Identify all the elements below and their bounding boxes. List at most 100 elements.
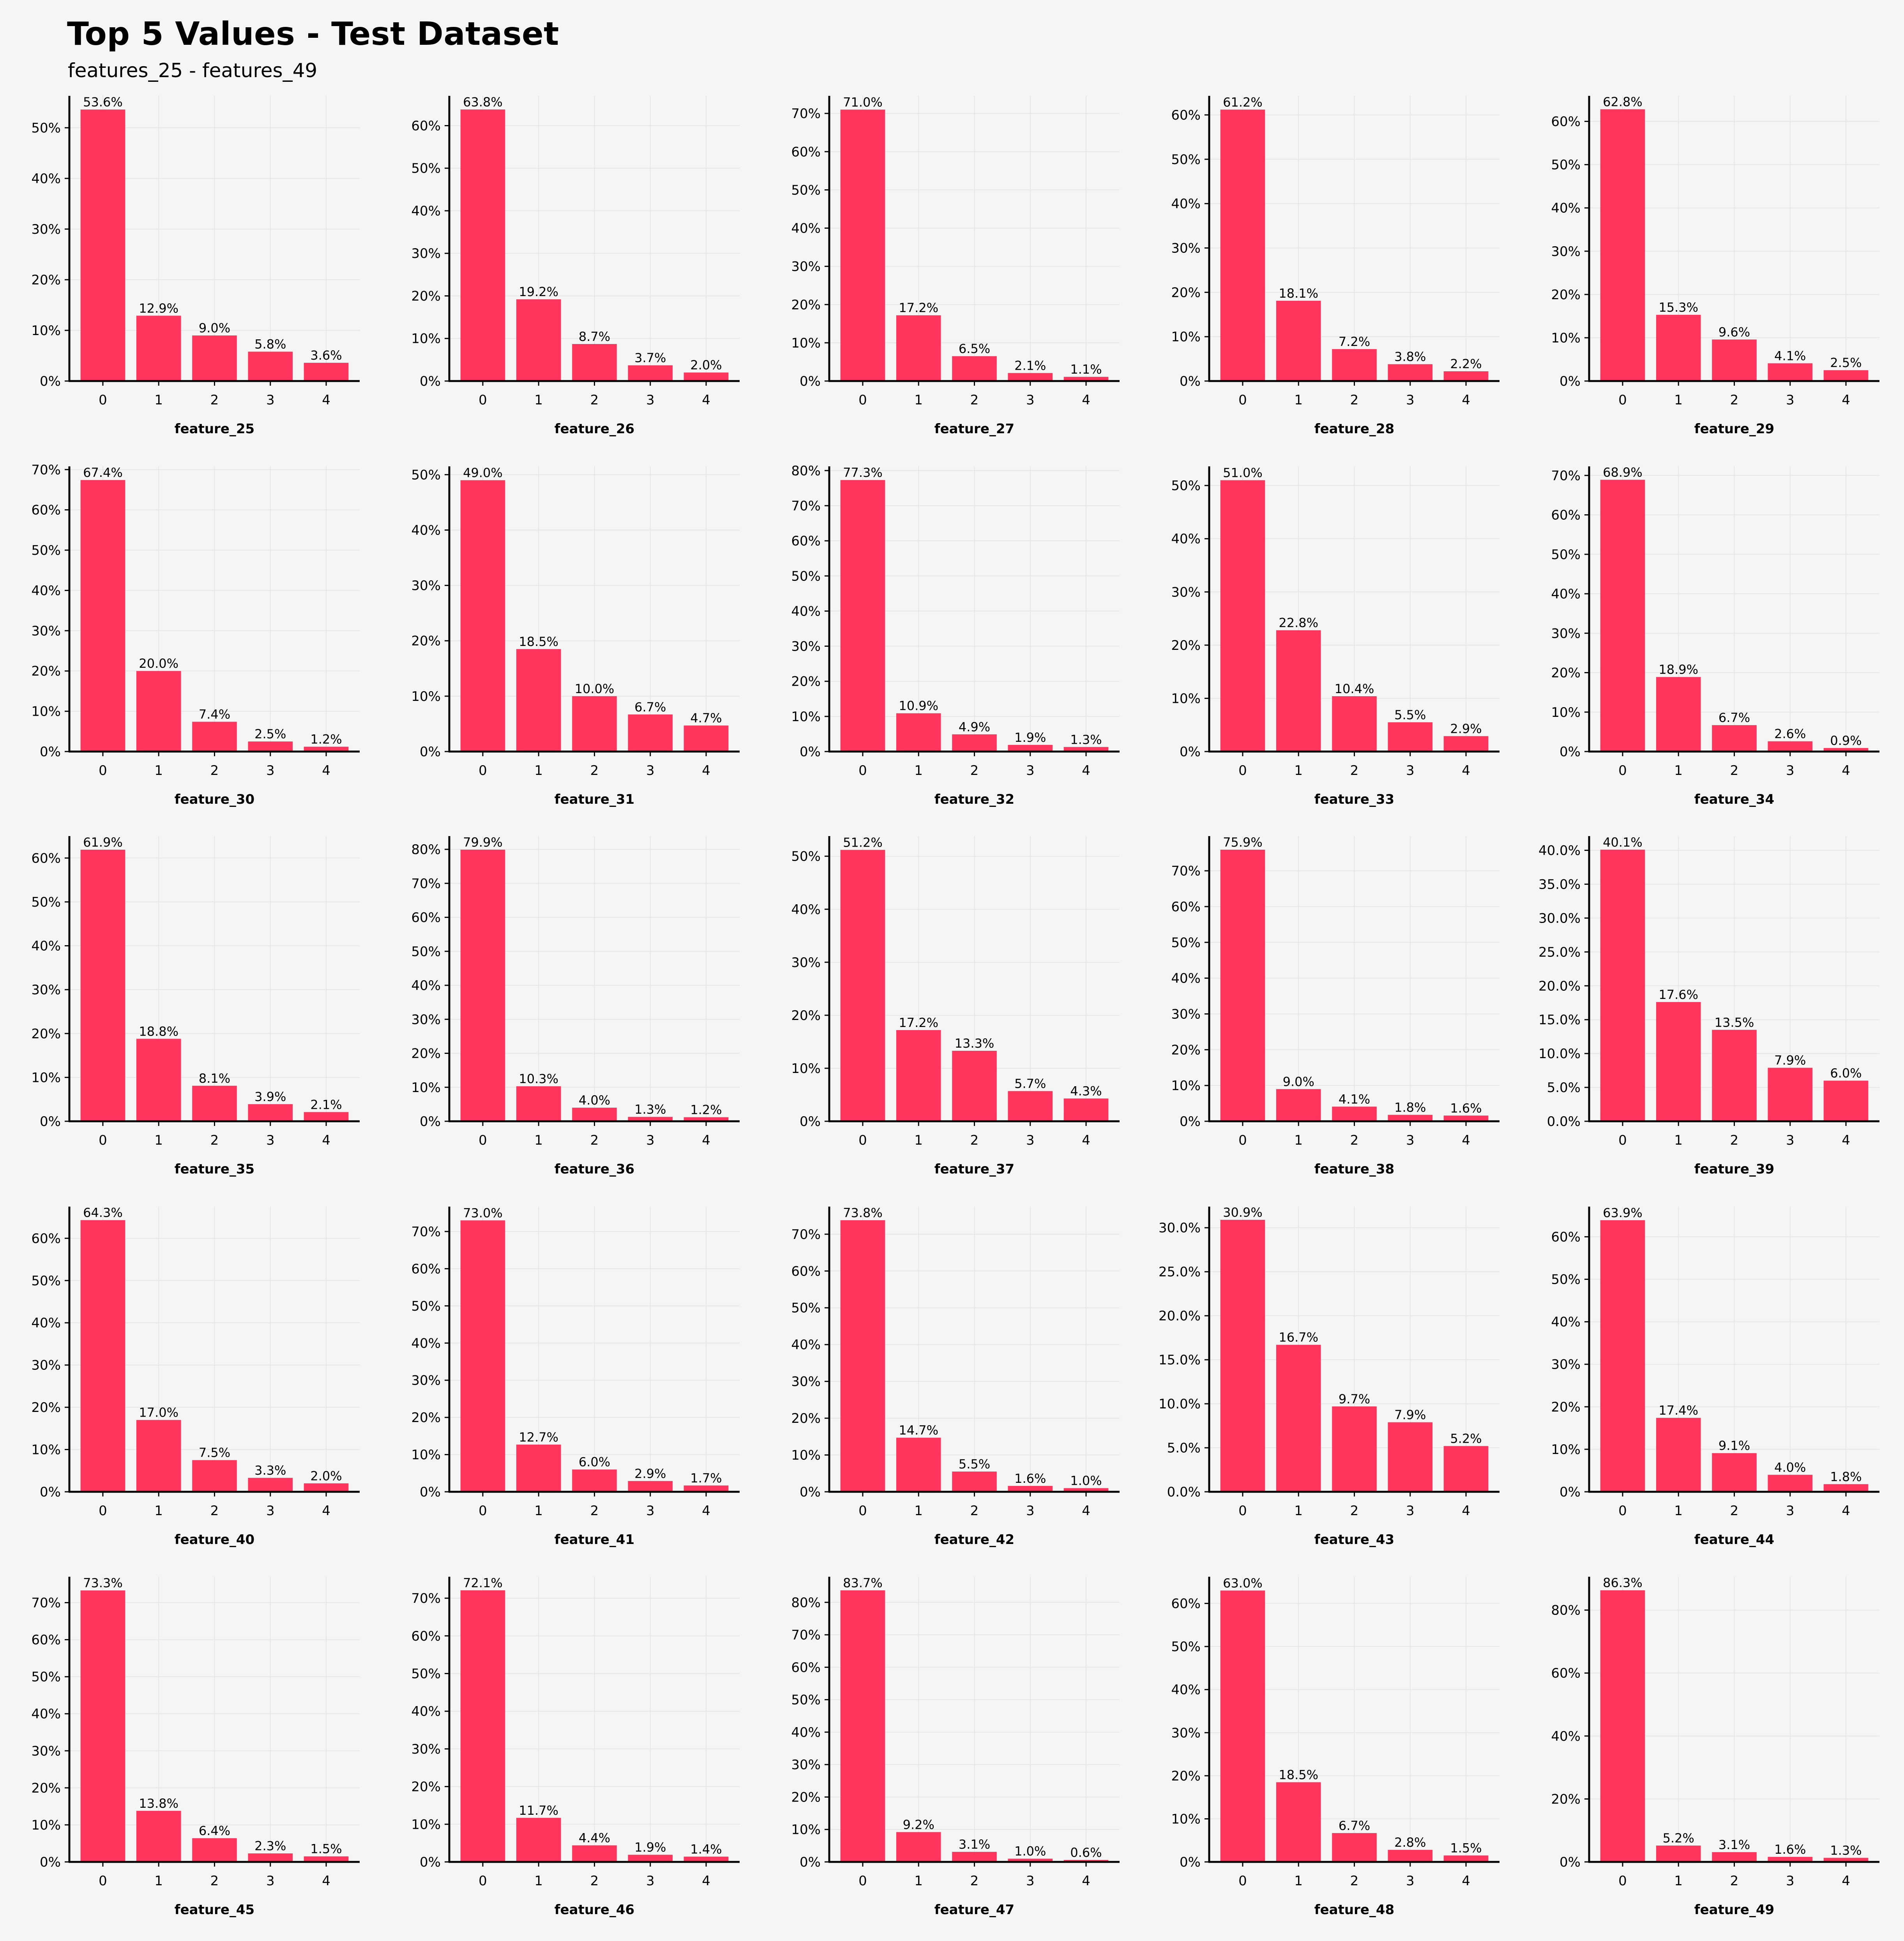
- subplot-feature_38: 75.9% 9.0% 4.1% 1.8% 1.6% 0% 10% 20% 30% 40% 50% 60…: [1171, 835, 1500, 1177]
- x-tick-label: 4: [1082, 1873, 1090, 1889]
- y-tick-label: 70%: [31, 1595, 61, 1611]
- y-tick-label: 60%: [31, 503, 61, 518]
- x-axis-label: feature_48: [1314, 1902, 1394, 1918]
- bar: [248, 351, 293, 381]
- x-tick-label: 0: [479, 763, 487, 778]
- subplot-feature_30: 67.4% 20.0% 7.4% 2.5% 1.2% 0% 10% 20% 30% 40% 50% 6…: [31, 462, 360, 807]
- y-tick-label: 30%: [1551, 626, 1581, 641]
- bar: [304, 1856, 349, 1862]
- bar: [1388, 1850, 1433, 1862]
- y-tick-label: 20%: [1171, 638, 1201, 653]
- bar: [1712, 725, 1757, 752]
- bar: [1008, 373, 1053, 381]
- x-tick-label: 3: [1026, 763, 1035, 778]
- data-label: 1.8%: [1394, 1100, 1426, 1115]
- x-tick-label: 2: [970, 1503, 979, 1519]
- data-label: 7.5%: [199, 1445, 230, 1460]
- x-tick-label: 4: [322, 763, 330, 778]
- y-tick-label: 40%: [411, 1704, 441, 1719]
- bar: [684, 372, 729, 381]
- y-tick-label: 20%: [31, 1780, 61, 1796]
- x-tick-label: 4: [1842, 763, 1850, 778]
- y-tick-label: 0%: [1180, 374, 1201, 389]
- data-label: 6.7%: [1719, 710, 1750, 725]
- x-axis-label: feature_31: [555, 792, 634, 807]
- x-tick-label: 3: [646, 1873, 655, 1889]
- x-tick-label: 0: [1618, 1873, 1627, 1889]
- y-tick-label: 30%: [791, 639, 821, 655]
- data-label: 68.9%: [1603, 465, 1643, 480]
- bar: [840, 850, 885, 1121]
- y-tick-label: 50%: [411, 161, 441, 176]
- x-tick-label: 2: [1730, 1873, 1739, 1889]
- y-tick-label: 50%: [31, 1273, 61, 1289]
- bar: [304, 363, 349, 381]
- data-label: 12.7%: [519, 1430, 558, 1445]
- y-tick-label: 50%: [791, 568, 821, 584]
- y-tick-label: 20.0%: [1538, 978, 1581, 994]
- bar: [516, 1444, 561, 1492]
- bar: [460, 1220, 505, 1492]
- bar: [1712, 1453, 1757, 1492]
- x-tick-label: 0: [479, 1873, 487, 1889]
- y-tick-label: 50%: [31, 120, 61, 136]
- y-tick-label: 50%: [791, 1692, 821, 1708]
- data-label: 1.6%: [1450, 1101, 1482, 1115]
- y-tick-label: 70%: [31, 462, 61, 478]
- y-tick-label: 20%: [411, 1046, 441, 1062]
- x-tick-label: 3: [1406, 392, 1415, 408]
- data-label: 5.8%: [254, 337, 286, 352]
- x-tick-label: 0: [858, 1503, 867, 1519]
- data-label: 2.5%: [254, 727, 286, 741]
- data-label: 5.5%: [1394, 708, 1426, 722]
- data-label: 2.8%: [1394, 1835, 1426, 1850]
- x-tick-label: 0: [858, 1133, 867, 1148]
- bar: [248, 1853, 293, 1862]
- bar: [1276, 1782, 1321, 1862]
- data-label: 3.1%: [1719, 1837, 1750, 1852]
- x-tick-label: 2: [210, 1133, 219, 1148]
- y-tick-label: 20%: [411, 288, 441, 304]
- bar: [1768, 1475, 1813, 1492]
- y-tick-label: 10%: [791, 1822, 821, 1838]
- data-label: 4.0%: [579, 1093, 610, 1108]
- y-tick-label: 40%: [31, 1315, 61, 1331]
- data-label: 10.4%: [1335, 681, 1374, 696]
- y-tick-label: 60%: [791, 533, 821, 549]
- bar: [1332, 1106, 1377, 1121]
- subplot-feature_32: 77.3% 10.9% 4.9% 1.9% 1.3% 0% 10% 20% 30% 40% 50% 6…: [791, 463, 1120, 807]
- y-tick-label: 70%: [1551, 468, 1581, 483]
- x-axis-label: feature_41: [555, 1532, 634, 1548]
- y-tick-label: 20%: [1171, 285, 1201, 300]
- y-tick-label: 20%: [1551, 287, 1581, 303]
- bar: [684, 1856, 729, 1862]
- x-tick-label: 3: [1786, 1503, 1794, 1519]
- y-tick-label: 10%: [791, 1061, 821, 1076]
- y-tick-label: 10%: [791, 335, 821, 351]
- x-axis-label: feature_30: [175, 792, 254, 807]
- subplot-feature_42: 73.8% 14.7% 5.5% 1.6% 1.0% 0% 10% 20% 30% 40% 50% 6…: [791, 1205, 1120, 1548]
- x-tick-label: 0: [479, 392, 487, 408]
- data-label: 9.1%: [1719, 1438, 1750, 1453]
- y-tick-label: 10%: [31, 323, 61, 339]
- data-label: 13.3%: [955, 1036, 994, 1051]
- y-tick-label: 30.0%: [1159, 1220, 1201, 1236]
- y-tick-label: 40%: [791, 902, 821, 918]
- x-tick-label: 0: [99, 763, 107, 778]
- data-label: 3.1%: [959, 1837, 990, 1852]
- data-label: 6.7%: [1339, 1818, 1370, 1833]
- x-axis-label: feature_27: [934, 421, 1014, 437]
- x-tick-label: 1: [914, 392, 923, 408]
- data-label: 6.0%: [579, 1455, 610, 1470]
- data-label: 2.9%: [634, 1466, 666, 1481]
- data-label: 18.5%: [1279, 1767, 1318, 1782]
- data-label: 4.4%: [579, 1830, 610, 1845]
- y-tick-label: 10%: [791, 1448, 821, 1463]
- x-axis-label: feature_26: [555, 421, 634, 437]
- bar: [572, 1108, 617, 1121]
- y-tick-label: 40%: [791, 603, 821, 619]
- data-label: 1.3%: [1070, 732, 1102, 747]
- y-tick-label: 30%: [791, 259, 821, 275]
- data-label: 2.6%: [1774, 727, 1806, 741]
- x-tick-label: 1: [534, 1873, 543, 1889]
